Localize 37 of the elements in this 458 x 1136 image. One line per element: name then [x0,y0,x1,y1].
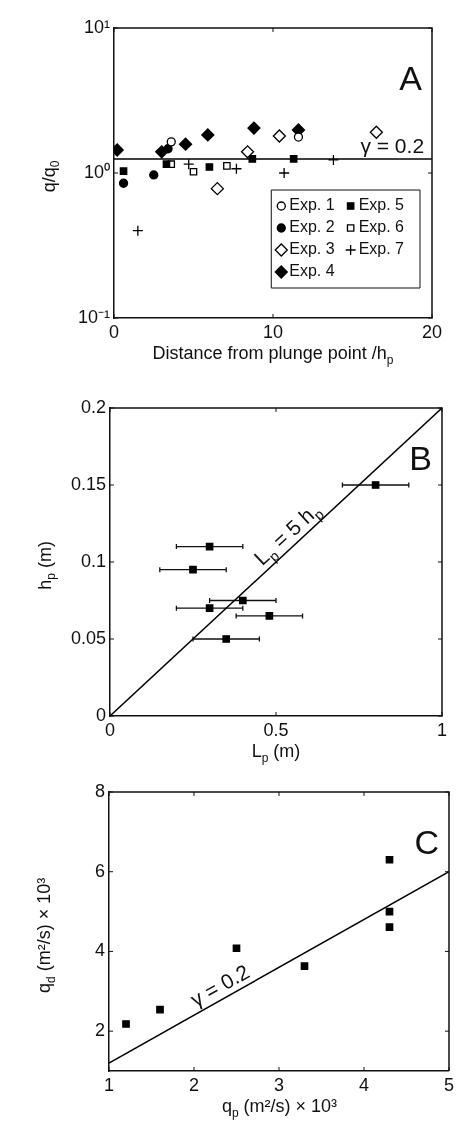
x-axis-title: L$_{p}$ (m) [250,740,302,767]
y-tick-label: 4 [94,940,105,961]
annotation: C [414,823,439,862]
legend-label: Exp. 1 [289,196,335,214]
annotation: A [399,59,423,98]
annotation: B [409,439,433,478]
y-tick-label: 10⁻¹ [77,306,111,327]
x-tick-label: 1 [103,1074,115,1095]
annotation: γ = 0.2 [360,133,425,157]
x-tick-label: 4 [358,1074,369,1095]
x-axis-title: Distance from plunge point /h$_{p}$ [151,342,395,369]
annotation: γ = 0.2 [186,959,254,1011]
annotation: Lp = 5 hp [249,503,328,570]
y-tick-label: 0 [95,704,106,725]
x-tick-label: 2 [188,1074,200,1095]
x-tick-label: 20 [421,321,443,342]
x-tick-label: 0.5 [263,719,289,740]
legend-label: Exp. 5 [358,196,405,214]
legend-label: Exp. 7 [358,240,405,258]
x-tick-label: 10 [262,321,284,342]
y-tick-label: 10⁰ [83,161,110,182]
legend-label: Exp. 2 [289,218,335,236]
x-tick-label: 3 [273,1074,285,1095]
legend-label: Exp. 6 [358,218,405,236]
y-tick-label: 10¹ [83,16,111,37]
y-tick-label: 8 [94,780,105,801]
y-tick-label: 2 [94,1020,105,1041]
y-tick-label: 6 [94,860,105,881]
x-axis-title: q$_{p}$ (m²/s) × 10³ [220,1095,339,1122]
legend-label: Exp. 3 [289,240,335,258]
y-tick-label: 0.15 [70,473,106,494]
x-tick-label: 1 [436,719,448,740]
y-tick-label: 0.1 [80,550,106,571]
y-tick-label: 0.05 [70,627,106,648]
y-tick-label: 0.2 [80,396,106,417]
x-tick-label: 5 [443,1074,454,1095]
legend-label: Exp. 4 [289,262,335,280]
